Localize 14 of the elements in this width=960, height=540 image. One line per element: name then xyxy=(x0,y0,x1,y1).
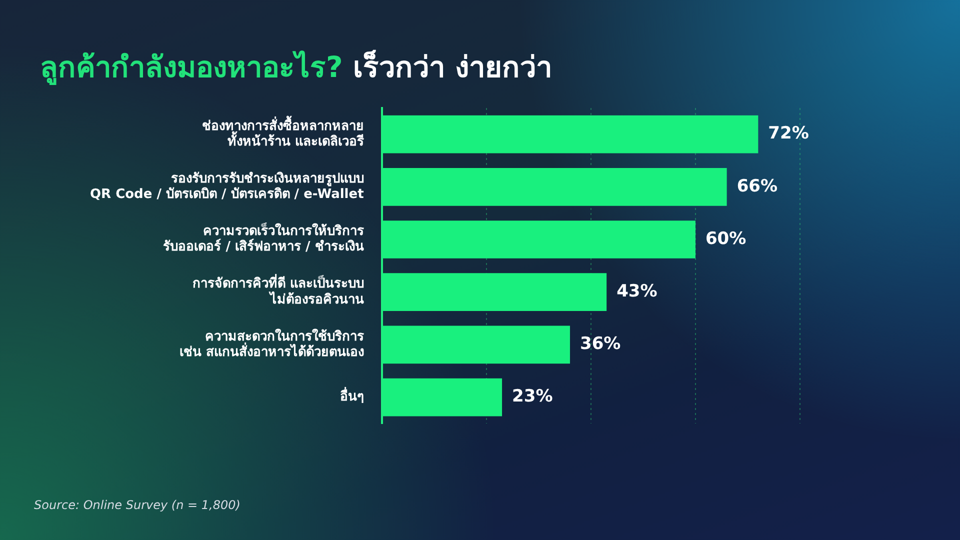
data-label: 36% xyxy=(580,334,621,354)
data-label: 72% xyxy=(768,124,809,144)
y-tick-label: การจัดการคิวที่ดี และเป็นระบบ ไม่ต้องรอคิวนาน xyxy=(192,274,364,308)
chart-title: ลูกค้ากำลังมองหาอะไร? เร็วกว่า ง่ายกว่า xyxy=(40,48,552,87)
y-tick-label: รองรับการรับชำระเงินหลายรูปแบบ QR Code / บัตรเดบิต / บัตรเครดิต / e-Wallet xyxy=(90,170,364,202)
source-note: Source: Online Survey (n = 1,800) xyxy=(34,498,240,512)
y-tick-label: ช่องทางการสั่งซื้อหลากหลาย ทั้งหน้าร้าน และเดลิเวอรี xyxy=(202,114,364,150)
y-tick-label: อื่นๆ xyxy=(340,386,364,405)
data-label: 23% xyxy=(512,386,553,407)
y-tick-label: ความสะดวกในการใช้บริการ เช่น สแกนสั่งอาหารได้ด้วยตนเอง xyxy=(179,327,364,360)
data-label: 43% xyxy=(616,282,658,302)
data-label: 60% xyxy=(705,228,746,249)
data-label: 66% xyxy=(736,176,778,196)
y-tick-label: ความรวดเร็วในการให้บริการ รับออเดอร์ / เสิร์ฟอาหาร / ชำระเงิน xyxy=(163,221,364,255)
